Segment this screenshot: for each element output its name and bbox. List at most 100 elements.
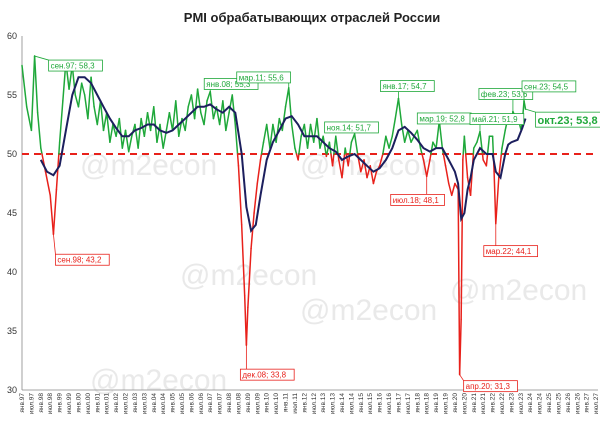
- x-tick-label: июл.03: [141, 393, 148, 415]
- pmi-segment: [460, 159, 464, 320]
- pmi-segment: [121, 129, 127, 149]
- pmi-segment: [196, 88, 202, 114]
- pmi-segment: [49, 194, 55, 235]
- x-tick-label: июл.12: [311, 393, 318, 415]
- x-tick-label: июл.04: [160, 393, 167, 415]
- pmi-segment: [294, 147, 298, 155]
- pmi-segment: [109, 123, 114, 143]
- annotation-box: [203, 78, 259, 90]
- pmi-segment: [458, 318, 462, 376]
- x-tick-label: июл.01: [104, 393, 111, 415]
- annotation-box: [483, 245, 538, 258]
- pmi-segment: [21, 64, 28, 108]
- pmi-segment: [259, 153, 263, 161]
- pmi-segment: [378, 153, 384, 167]
- x-tick-label: янв.26: [565, 393, 572, 413]
- pmi-segment: [130, 123, 136, 138]
- pmi-segment: [247, 247, 252, 309]
- pmi-segment: [344, 147, 347, 155]
- pmi-segment: [275, 117, 281, 143]
- x-tick-label: янв.10: [264, 393, 271, 413]
- x-tick-label: янв.24: [527, 393, 534, 413]
- annotation-box: [324, 121, 379, 134]
- pmi-segment: [90, 76, 95, 108]
- annotation-box: [390, 194, 445, 206]
- x-tick-label: янв.22: [490, 393, 497, 413]
- pmi-segment: [442, 153, 447, 167]
- annotation-label: мар.19; 52,8: [419, 114, 465, 123]
- pmi-segment: [52, 188, 58, 235]
- pmi-segment: [397, 97, 403, 126]
- pmi-segment: [225, 111, 230, 132]
- x-tick-label: янв.19: [433, 393, 440, 413]
- annotation-label: мар.22; 44,1: [486, 247, 532, 256]
- pmi-segment: [83, 94, 89, 120]
- x-tick-label: июл.06: [198, 393, 205, 415]
- y-tick-label: 30: [7, 385, 17, 395]
- y-tick-label: 50: [7, 149, 17, 159]
- pmi-segment: [493, 170, 497, 225]
- watermark: @m2econ: [300, 294, 437, 327]
- x-tick-label: июл.09: [254, 393, 261, 415]
- x-tick-label: июл.14: [348, 393, 355, 415]
- pmi-segment: [300, 123, 306, 138]
- x-tick-label: янв.02: [113, 393, 120, 413]
- annotation-box: [478, 88, 534, 100]
- x-tick-label: янв.11: [283, 393, 290, 413]
- annotation-box: [239, 368, 295, 381]
- x-tick-label: янв.08: [226, 393, 233, 413]
- pmi-segment: [284, 87, 290, 108]
- pmi-segment: [298, 135, 302, 155]
- pmi-segment: [410, 135, 415, 143]
- x-tick-label: янв.18: [414, 393, 421, 413]
- pmi-segment: [297, 153, 300, 161]
- pmi-segment: [99, 100, 105, 132]
- pmi-segment: [228, 94, 234, 114]
- x-tick-label: июл.27: [593, 393, 600, 415]
- x-tick-label: янв.97: [19, 393, 26, 413]
- x-tick-label: янв.15: [358, 393, 365, 413]
- pmi-segment: [388, 135, 394, 149]
- pmi-segment: [193, 88, 199, 120]
- pmi-segment: [422, 159, 428, 178]
- pmi-segment: [316, 117, 321, 149]
- pmi-segment: [237, 165, 243, 226]
- x-tick-label: июл.05: [179, 393, 186, 415]
- pmi-segment: [309, 123, 315, 143]
- annotation-leader: [459, 374, 464, 381]
- pmi-segment: [322, 135, 327, 155]
- pmi-segment: [473, 141, 478, 149]
- pmi-segment: [112, 123, 117, 138]
- pmi-segment: [156, 123, 161, 143]
- pmi-segment: [44, 170, 51, 197]
- pmi-segment: [421, 153, 425, 161]
- annotation-label: дек.08; 33,8: [242, 371, 286, 380]
- annotation-box: [380, 80, 435, 92]
- pmi-segment: [265, 123, 271, 149]
- chart-title: PMI обрабатывающих отраслей России: [184, 10, 440, 25]
- trend-line: [39, 76, 527, 234]
- watermark: @m2econ: [450, 274, 587, 307]
- x-tick-label: июл.02: [123, 393, 130, 415]
- x-tick-label: янв.23: [508, 393, 515, 413]
- pmi-segment: [262, 123, 268, 143]
- pmi-segment: [222, 100, 227, 132]
- pmi-segment: [134, 123, 139, 149]
- x-tick-label: янв.16: [377, 393, 384, 413]
- x-tick-label: июл.17: [405, 393, 412, 415]
- annotation-label: мар.11; 55,6: [239, 73, 284, 82]
- y-tick-label: 60: [7, 31, 17, 41]
- x-tick-label: янв.20: [452, 393, 459, 413]
- pmi-segment: [447, 182, 453, 197]
- pmi-segment: [438, 120, 444, 149]
- watermark: @m2econ: [90, 364, 227, 397]
- x-tick-label: июл.11: [292, 393, 299, 414]
- annotation-leader: [34, 55, 49, 61]
- annotation-label: июл.18; 48,1: [393, 196, 440, 205]
- annotation-label: сен.97; 58,3: [51, 62, 96, 71]
- pmi-segment: [290, 123, 296, 149]
- pmi-segment: [171, 100, 177, 132]
- pmi-segment: [463, 135, 467, 155]
